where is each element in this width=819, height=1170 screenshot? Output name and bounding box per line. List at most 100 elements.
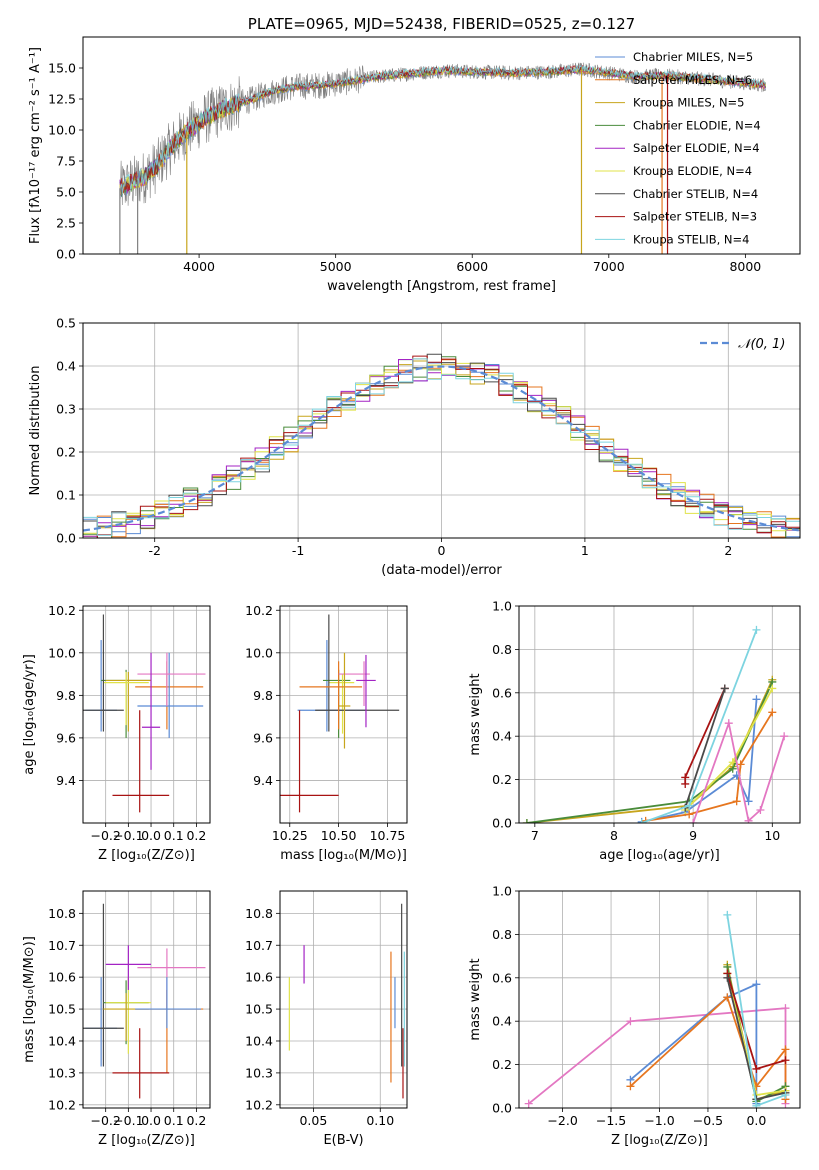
y-tick-label: 0.8 — [492, 927, 512, 942]
y-tick-label: 0.2 — [56, 445, 76, 460]
y-tick-label: 9.4 — [56, 773, 76, 788]
mass-weight-point — [752, 1101, 761, 1108]
mass-weight-point — [752, 625, 761, 634]
x-axis-label: Z [log₁₀(Z/Z⊙)] — [611, 1133, 708, 1148]
age-vs-Z-axes-frame — [82, 605, 211, 824]
mass-weight-line — [641, 699, 758, 823]
legend-label: Salpeter MILES, N=6 — [633, 73, 752, 87]
x-tick-label: 0.2 — [186, 1113, 206, 1128]
residuals-plot-area — [83, 353, 800, 538]
x-tick-label: 0.1 — [164, 828, 184, 843]
mass-vs-Z-chart: −0.2−0.10.0 0.1 0.2 10.2 10.3 10.4 10.5 10.6 10.… — [22, 890, 211, 1148]
y-tick-label: 1.0 — [492, 884, 512, 899]
y-tick-label: 10.8 — [245, 906, 273, 921]
mass-weight-point — [723, 910, 732, 919]
y-axis-label: mass weight — [468, 673, 483, 755]
y-tick-label: 0.6 — [492, 970, 512, 985]
x-tick-label: 8000 — [729, 259, 761, 274]
y-tick-label: 0.4 — [492, 1014, 512, 1029]
x-tick-label: −0.1 — [113, 1113, 143, 1128]
normal-distribution-curve — [83, 365, 800, 532]
x-tick-label: 0.0 — [746, 1113, 766, 1128]
y-tick-label: 10.4 — [245, 1033, 273, 1048]
y-tick-label: 10.3 — [48, 1065, 76, 1080]
mass-weight-point — [752, 695, 761, 704]
y-tick-label: 10.4 — [48, 1033, 76, 1048]
x-tick-label: 7000 — [593, 259, 625, 274]
spectrum-plot-area — [119, 62, 766, 254]
mass-weight-point — [768, 684, 777, 693]
legend-label: Kroupa MILES, N=5 — [633, 96, 745, 110]
mass-vs-ebv-plot-area — [288, 903, 405, 1099]
y-tick-label: 1.0 — [492, 599, 512, 614]
mass-weight-point — [720, 684, 729, 693]
x-tick-label: 10.75 — [370, 828, 406, 843]
mass-weight-point — [752, 1064, 761, 1073]
x-tick-label: 6000 — [456, 259, 488, 274]
mass-weight-point — [626, 1017, 635, 1026]
mass-weight-point — [685, 810, 694, 819]
x-tick-label: 10.50 — [321, 828, 357, 843]
legend-label: Salpeter ELODIE, N=4 — [633, 141, 760, 155]
mass-weight-point — [768, 708, 777, 717]
legend-label: Chabrier STELIB, N=4 — [633, 187, 758, 201]
mass-weight-point — [723, 973, 732, 982]
x-tick-label: 5000 — [320, 259, 352, 274]
y-tick-label: 10.8 — [48, 906, 76, 921]
y-tick-label: 0.5 — [56, 316, 76, 331]
age-vs-Z-plot-area — [83, 614, 206, 813]
chart-title: PLATE=0965, MJD=52438, FIBERID=0525, z=0… — [248, 15, 635, 33]
mass-weight-point — [732, 797, 741, 806]
mass-weight-point — [781, 1045, 790, 1054]
spectrum-axes-frame — [82, 36, 801, 255]
mass-weight-point — [524, 1099, 533, 1108]
y-tick-label: 10.2 — [48, 1097, 76, 1112]
legend-label: Chabrier MILES, N=5 — [633, 50, 753, 64]
y-tick-label: 10.5 — [48, 1002, 76, 1017]
x-axis-label: age [log₁₀(age/yr)] — [599, 848, 720, 863]
y-tick-label: 0.6 — [492, 685, 512, 700]
massweight-vs-age-axes-frame — [518, 605, 801, 824]
y-tick-label: 7.5 — [56, 154, 76, 169]
y-tick-label: 5.0 — [56, 185, 76, 200]
mass-weight-point — [780, 732, 789, 741]
y-tick-label: 0.2 — [492, 1057, 512, 1072]
x-tick-label: −1.5 — [596, 1113, 626, 1128]
massweight-vs-age-plot-area — [522, 625, 789, 823]
y-axis-label: Normed distribution — [28, 366, 43, 496]
mass-weight-point — [626, 1082, 635, 1091]
legend-label: Kroupa STELIB, N=4 — [633, 232, 750, 246]
x-tick-label: 9 — [689, 828, 697, 843]
mass-weight-line — [692, 719, 786, 823]
x-axis-label: mass [log₁₀(M/M⊙)] — [280, 848, 407, 863]
y-tick-label: 10.7 — [48, 938, 76, 953]
age-vs-Z-chart: −0.2−0.10.0 0.1 0.2 9.4 9.6 9.8 10.0 10.2 Z [log… — [22, 603, 211, 863]
spectrum-chart: Chabrier MILES, N=5 Salpeter MILES, N=6 Kr… — [28, 15, 801, 294]
x-axis-label: wavelength [Angstrom, rest frame] — [327, 279, 556, 294]
mass-weight-point — [724, 719, 733, 728]
x-axis-label: Z [log₁₀(Z/Z⊙)] — [98, 1133, 195, 1148]
y-tick-label: 10.3 — [245, 1065, 273, 1080]
y-tick-label: 0.0 — [492, 1101, 512, 1116]
x-tick-label: 0.05 — [299, 1113, 327, 1128]
x-tick-label: 10.25 — [272, 828, 308, 843]
legend-label: Salpeter STELIB, N=3 — [633, 210, 757, 224]
y-tick-label: 9.6 — [56, 730, 76, 745]
y-tick-label: 10.0 — [48, 645, 76, 660]
y-tick-label: 10.2 — [48, 603, 76, 618]
x-tick-label: −0.2 — [90, 828, 120, 843]
y-tick-label: 0.0 — [56, 531, 76, 546]
x-tick-label: 2 — [724, 543, 732, 558]
y-tick-label: 10.0 — [245, 645, 273, 660]
mass-weight-point — [685, 801, 694, 810]
mass-vs-Z-axes-frame — [82, 890, 211, 1109]
x-tick-label: −0.1 — [113, 828, 143, 843]
x-tick-label: 4000 — [183, 259, 215, 274]
y-tick-label: 0.2 — [492, 772, 512, 787]
mass-vs-ebv-chart: 0.05 0.10 10.2 10.3 10.4 10.5 10.6 10.7 10.8 E(B-… — [245, 890, 408, 1148]
legend-label: 𝒩(0, 1) — [738, 337, 785, 352]
x-tick-label: −1.0 — [644, 1113, 674, 1128]
y-tick-label: 0.3 — [56, 402, 76, 417]
age-vs-mass-plot-area — [280, 614, 400, 813]
